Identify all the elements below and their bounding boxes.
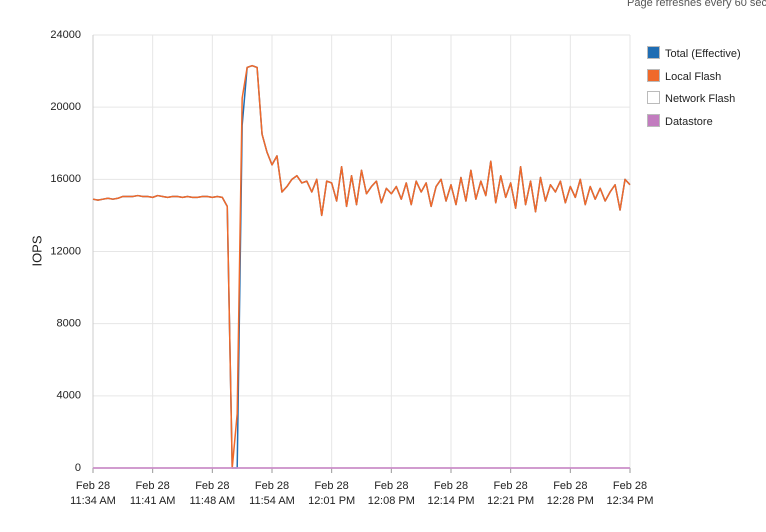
x-tick-label: Feb 28 12:34 PM (606, 480, 654, 507)
x-tick-label: Feb 28 12:14 PM (427, 480, 475, 507)
legend-label: Total (Effective) (665, 48, 741, 60)
refresh-note: Page refreshes every 60 sec (627, 0, 766, 9)
x-tick-label: Feb 28 11:34 AM (70, 480, 116, 507)
legend-item[interactable]: Local Flash (647, 68, 722, 83)
x-tick-label: Feb 28 12:08 PM (367, 480, 415, 507)
x-tick-label: Feb 28 12:28 PM (546, 480, 594, 507)
x-tick-label: Feb 28 11:48 AM (189, 480, 236, 507)
legend-item[interactable]: Network Flash (647, 91, 735, 105)
legend-label: Datastore (665, 115, 713, 128)
series-line (92, 64, 631, 469)
y-tick-label: 16000 (50, 173, 81, 185)
legend-label: Local Flash (665, 70, 722, 83)
legend-item[interactable]: Total (Effective) (647, 46, 741, 60)
legend-swatch (647, 91, 660, 104)
legend-swatch (647, 68, 660, 82)
legend-item[interactable]: Datastore (647, 113, 713, 128)
y-axis-label: IOPS (29, 235, 44, 266)
y-tick-label: 12000 (50, 245, 81, 257)
x-tick-label: Feb 28 12:01 PM (308, 480, 356, 507)
y-tick-label: 20000 (50, 101, 81, 113)
legend-swatch (647, 46, 660, 59)
y-tick-label: 24000 (50, 29, 81, 41)
y-tick-label: 8000 (57, 318, 81, 330)
x-tick-label: Feb 28 11:41 AM (129, 480, 176, 507)
x-tick-label: Feb 28 12:21 PM (487, 480, 535, 507)
legend-swatch (647, 113, 660, 127)
legend-label: Network Flash (665, 93, 736, 105)
y-tick-label: 0 (75, 462, 81, 474)
series-line (92, 64, 631, 469)
x-tick-label: Feb 28 11:54 AM (249, 480, 295, 507)
y-tick-label: 4000 (57, 390, 81, 402)
